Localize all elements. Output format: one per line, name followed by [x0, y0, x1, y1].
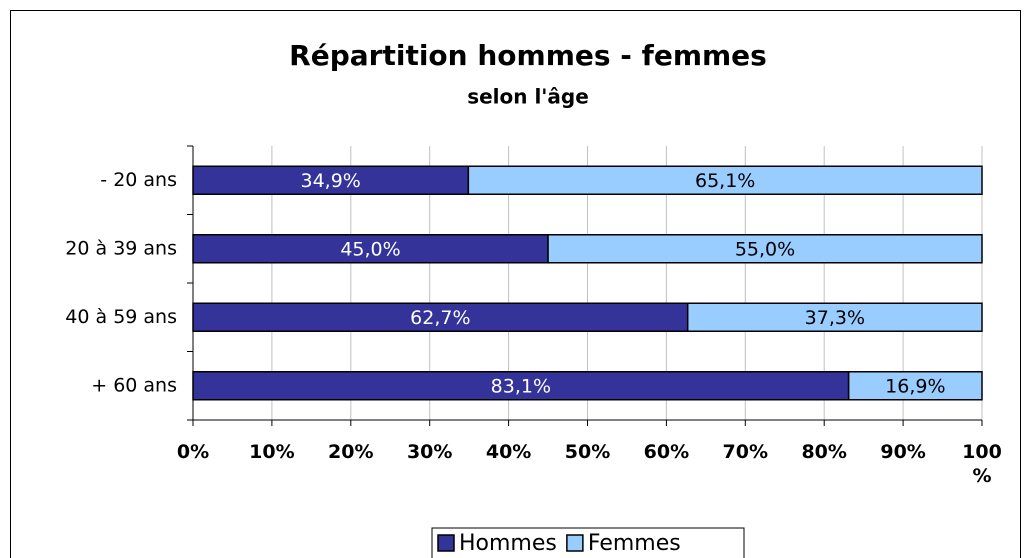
- data-label: 55,0%: [735, 238, 795, 260]
- legend-swatch: [437, 534, 455, 552]
- data-label: 83,1%: [491, 375, 551, 397]
- bar-segment: [547, 234, 983, 264]
- data-label: 65,1%: [695, 170, 755, 192]
- data-label: 37,3%: [805, 307, 865, 329]
- x-tick-label: 100 %: [962, 441, 1002, 487]
- data-label: 62,7%: [410, 307, 470, 329]
- bar-segment: [192, 302, 689, 332]
- bar-segment: [192, 371, 850, 401]
- bar-segment: [847, 371, 983, 401]
- chart-title: Répartition hommes - femmes: [289, 39, 767, 72]
- x-tick-label: 20%: [328, 441, 374, 463]
- bar-segment: [192, 234, 549, 264]
- chart-frame: [10, 10, 1021, 558]
- y-tick-label: - 20 ans: [100, 169, 177, 191]
- data-label: 34,9%: [301, 170, 361, 192]
- x-tick-label: 50%: [564, 441, 611, 463]
- y-tick-label: 20 à 39 ans: [65, 237, 177, 259]
- x-tick-label: 60%: [643, 441, 690, 463]
- legend-label: Femmes: [588, 531, 681, 556]
- x-tick-label: 70%: [722, 441, 769, 463]
- y-tick-label: 40 à 59 ans: [65, 306, 177, 328]
- x-tick-label: 10%: [249, 441, 295, 463]
- data-label: 45,0%: [340, 238, 400, 260]
- bar-segment: [467, 165, 983, 195]
- legend-frame: [431, 527, 745, 558]
- chart-subtitle: selon l'âge: [467, 85, 589, 109]
- y-tick-label: + 60 ans: [91, 374, 177, 396]
- legend: Hommes Femmes: [431, 527, 745, 558]
- x-tick-label: 80%: [801, 441, 847, 463]
- data-label: 16,9%: [885, 375, 945, 397]
- legend-label: Hommes: [459, 531, 557, 556]
- legend-swatch: [566, 534, 584, 552]
- x-tick-label: 30%: [406, 441, 453, 463]
- x-tick-label: 40%: [485, 441, 532, 463]
- bar-segment: [686, 302, 983, 332]
- x-tick-label: 90%: [880, 441, 926, 463]
- x-tick-label: 0%: [176, 441, 210, 463]
